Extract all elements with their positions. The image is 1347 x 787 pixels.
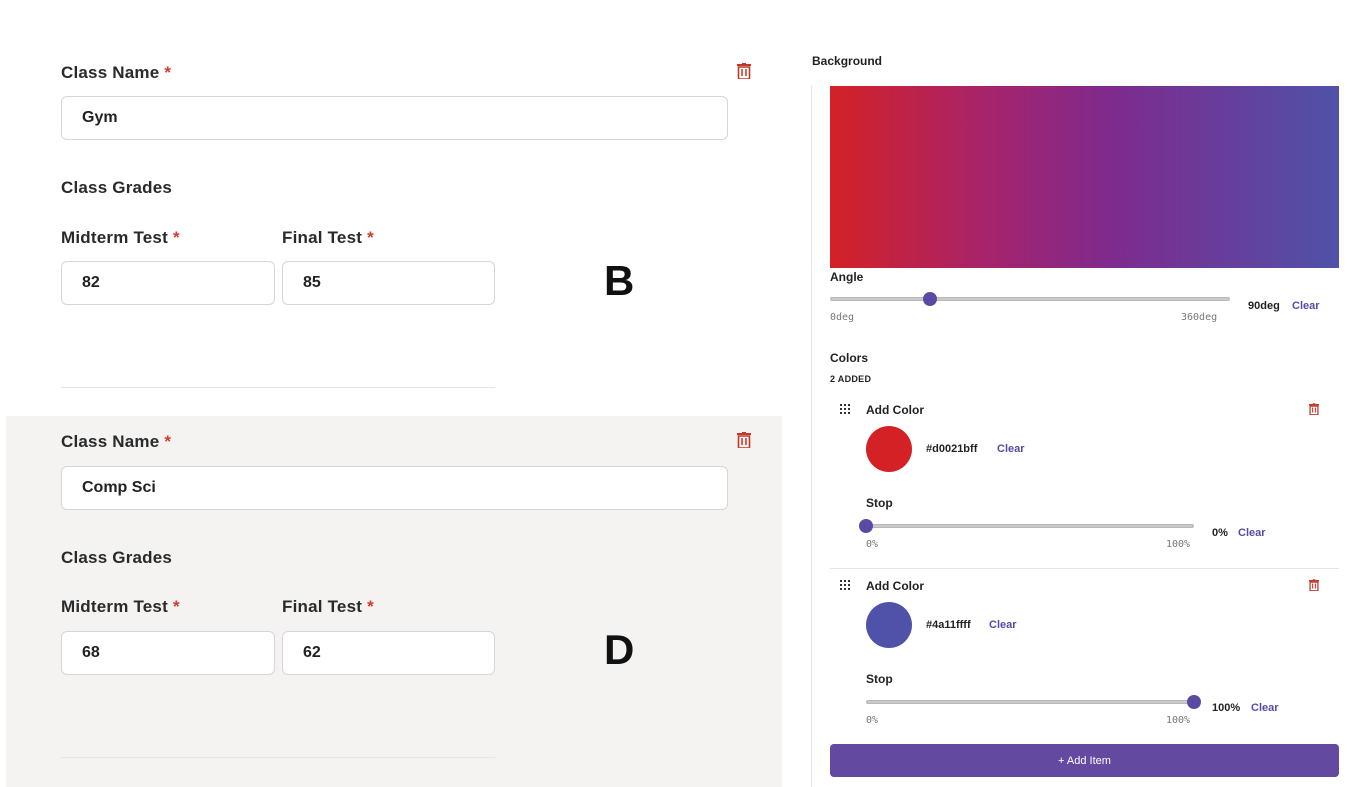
required-mark: * <box>164 63 172 82</box>
stop-slider-thumb[interactable] <box>859 519 873 533</box>
add-item-button[interactable]: + Add Item <box>830 744 1339 777</box>
color-item-1 <box>830 396 1339 568</box>
required-mark: * <box>172 228 180 247</box>
divider <box>830 568 1339 569</box>
color-swatch[interactable] <box>866 602 912 648</box>
midterm-input[interactable]: 68 <box>61 631 275 675</box>
divider <box>61 757 495 758</box>
color-item-title: Add Color <box>866 403 924 417</box>
class-card-1: Class Name * Gym Class Grades Midterm Tes… <box>6 0 782 416</box>
final-label: Final Test * <box>282 597 374 616</box>
stop-label: Stop <box>866 496 893 510</box>
stop-min-label: 0% <box>866 539 879 550</box>
trash-icon[interactable] <box>737 63 751 79</box>
panel-border <box>811 86 812 787</box>
color-clear-button[interactable]: Clear <box>997 443 1025 455</box>
angle-max-label: 360deg <box>1181 312 1218 323</box>
trash-icon[interactable] <box>737 432 751 448</box>
angle-label: Angle <box>830 270 864 284</box>
final-input[interactable]: 62 <box>282 631 495 675</box>
trash-icon[interactable] <box>1309 403 1319 415</box>
midterm-label: Midterm Test * <box>61 228 180 247</box>
divider <box>61 387 495 388</box>
drag-handle-icon[interactable] <box>840 579 850 593</box>
class-grades-heading: Class Grades <box>61 548 173 567</box>
class-grades-heading: Class Grades <box>61 178 173 197</box>
background-title: Background <box>812 54 883 68</box>
stop-max-label: 100% <box>1166 715 1191 726</box>
midterm-input[interactable]: 82 <box>61 261 275 305</box>
final-label: Final Test * <box>282 228 374 247</box>
midterm-label: Midterm Test * <box>61 597 180 616</box>
class-name-input[interactable]: Comp Sci <box>61 466 728 510</box>
color-hex-value: #4a11ffff <box>926 619 971 631</box>
angle-slider-thumb[interactable] <box>923 292 937 306</box>
required-mark: * <box>367 228 374 247</box>
class-card-2: Class Name * Comp Sci Class Grades Midter… <box>6 416 782 787</box>
color-item-title: Add Color <box>866 579 924 593</box>
angle-min-label: 0deg <box>830 312 855 323</box>
stop-label: Stop <box>866 672 893 686</box>
final-input[interactable]: 85 <box>282 261 495 305</box>
angle-clear-button[interactable]: Clear <box>1292 300 1320 312</box>
gradient-preview <box>830 86 1339 268</box>
required-mark: * <box>172 597 180 616</box>
color-clear-button[interactable]: Clear <box>989 619 1017 631</box>
color-swatch[interactable] <box>866 426 912 472</box>
drag-handle-icon[interactable] <box>840 403 850 417</box>
stop-min-label: 0% <box>866 715 879 726</box>
letter-grade: D <box>604 626 635 673</box>
colors-count: 2 ADDED <box>830 374 872 384</box>
class-name-label: Class Name * <box>61 63 172 82</box>
angle-slider-track[interactable] <box>830 297 1230 301</box>
required-mark: * <box>164 432 172 451</box>
stop-value: 0% <box>1212 527 1228 539</box>
letter-grade: B <box>604 257 635 304</box>
stop-max-label: 100% <box>1166 539 1191 550</box>
angle-value: 90deg <box>1248 300 1280 312</box>
color-hex-value: #d0021bff <box>926 443 978 455</box>
stop-slider-thumb[interactable] <box>1187 695 1201 709</box>
required-mark: * <box>367 597 374 616</box>
class-name-input[interactable]: Gym <box>61 96 728 140</box>
stop-slider-track[interactable] <box>866 700 1194 704</box>
trash-icon[interactable] <box>1309 579 1319 591</box>
colors-label: Colors <box>830 351 869 365</box>
stop-slider-track[interactable] <box>866 524 1194 528</box>
stop-clear-button[interactable]: Clear <box>1251 702 1279 714</box>
class-name-label: Class Name * <box>61 432 172 451</box>
stop-clear-button[interactable]: Clear <box>1238 527 1266 539</box>
stop-value: 100% <box>1212 702 1241 714</box>
